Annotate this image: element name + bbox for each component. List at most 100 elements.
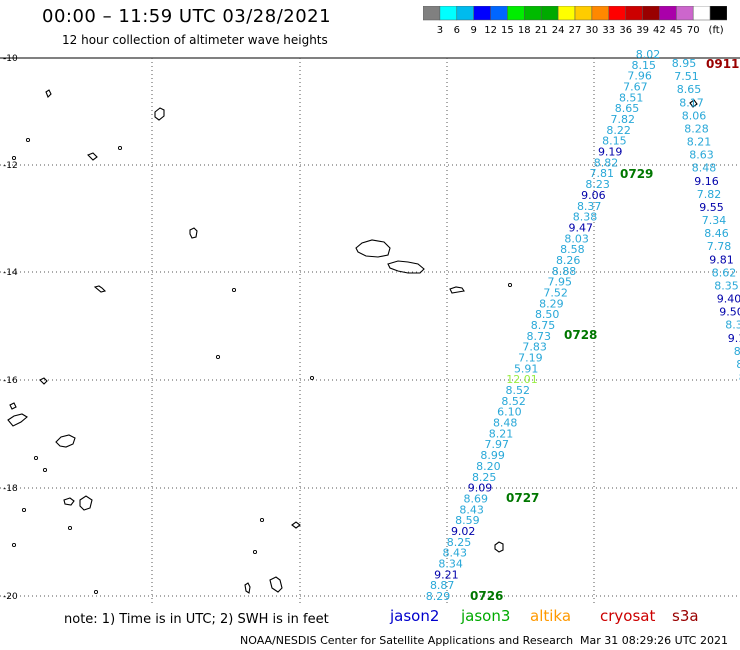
units-note: note: 1) Time is in UTC; 2) SWH is in fe…	[64, 612, 329, 627]
swh-value-label: 8.34	[438, 558, 463, 571]
islet	[252, 549, 258, 555]
swh-value-label: 9.1	[728, 332, 740, 345]
legend-tick-label: 3	[437, 25, 443, 36]
swh-value-label: 8.02	[636, 48, 661, 61]
swh-value-label: 8.03	[564, 232, 589, 245]
swh-value-label: 8.28	[684, 122, 709, 135]
satellite-track-right: 8.957.518.658.178.068.288.218.638.489.16…	[672, 57, 740, 384]
islet	[21, 507, 27, 513]
swh-value-label: 8.15	[602, 135, 627, 148]
swh-value-label: 8.	[739, 371, 740, 384]
legend-tick-label: 45	[670, 25, 683, 36]
islet	[117, 145, 123, 151]
latitude-label: -18	[3, 484, 18, 494]
swh-value-label: 8.23	[585, 178, 610, 191]
swh-value-label: 8.62	[712, 266, 737, 279]
swh-value-label: 9.16	[694, 175, 719, 188]
swh-value-label: 9.47	[569, 221, 594, 234]
island-outline	[494, 541, 504, 553]
swh-value-label: 7.95	[548, 276, 573, 289]
swh-value-label: 8.35	[714, 279, 739, 292]
island-outline	[39, 377, 48, 385]
islet	[25, 137, 31, 143]
swh-value-label: 8.51	[619, 91, 644, 104]
legend-tick-label: 9	[471, 25, 477, 36]
swh-value-label: 8.	[734, 345, 740, 358]
swh-value-label: 8.29	[539, 297, 564, 310]
islet	[93, 589, 99, 595]
map-grid	[0, 57, 740, 604]
satellite-track-left: 8.028.157.967.678.518.657.828.228.159.19…	[426, 48, 661, 603]
pass-time-label: 0728	[564, 328, 597, 342]
swh-value-label: 7.83	[522, 341, 547, 354]
islet	[42, 467, 48, 473]
swh-value-label: 8.48	[493, 417, 518, 430]
pass-time-label: 0726	[470, 589, 503, 603]
color-legend: 3 6 9 12 15 18 21 24 27 30 33 36 39 42 45 70 (ft)	[423, 6, 727, 36]
legend-tick-label: 70	[687, 25, 700, 36]
legend-tick-label: 12	[484, 25, 497, 36]
swh-value-label: 8.59	[455, 514, 480, 527]
island-outline	[45, 89, 52, 98]
legend-tick-label: 42	[653, 25, 666, 36]
island-outline	[9, 402, 17, 410]
swh-value-label: 8.06	[682, 109, 707, 122]
swh-value-label: 8.65	[615, 102, 640, 115]
swh-value-label: 8.88	[552, 265, 577, 278]
islet	[11, 542, 17, 548]
swh-value-label: 9.50	[719, 306, 740, 319]
pass-time-label: 0729	[620, 167, 653, 181]
island-outline	[387, 260, 425, 274]
legend-tick-label: 24	[552, 25, 565, 36]
legend-tick-label: 33	[602, 25, 615, 36]
island-outline	[269, 576, 283, 593]
swh-value-label: 8.26	[556, 254, 581, 267]
swh-value-label: 8.43	[443, 547, 468, 560]
wave-height-map: -10-12-14-16-18-20-180-177-174-171-168-1…	[0, 48, 740, 604]
swh-value-label: 8.46	[704, 227, 729, 240]
legend-tick-label: 15	[501, 25, 514, 36]
swh-value-label: 7.82	[611, 113, 636, 126]
legend-tick-label: 39	[636, 25, 649, 36]
islet	[259, 517, 265, 523]
island-outline	[154, 107, 165, 121]
islet	[67, 525, 73, 531]
swh-value-label: 8.69	[464, 492, 489, 505]
island-outline	[63, 497, 75, 506]
swh-value-label: 8.63	[689, 149, 714, 162]
swh-value-label: 12.01	[506, 373, 538, 386]
swh-value-label: 8.75	[531, 319, 556, 332]
coastlines	[7, 89, 698, 595]
swh-value-label: 8.99	[480, 449, 505, 462]
swh-value-label: 7.96	[627, 70, 652, 83]
swh-value-label: 8.25	[447, 536, 472, 549]
island-outline	[189, 227, 198, 239]
legend-tick-label: 36	[619, 25, 632, 36]
legend-tick-label: 27	[569, 25, 582, 36]
swh-value-label: 7.51	[674, 70, 699, 83]
satellite-label-s3a: s3a	[672, 607, 699, 625]
island-outline	[87, 152, 98, 161]
swh-value-label: 8.20	[476, 460, 501, 473]
swh-value-label: 9.06	[581, 189, 606, 202]
island-outline	[244, 582, 251, 594]
axis-labels: -10-12-14-16-18-20-180-177-174-171-168-1…	[3, 54, 18, 602]
islet	[231, 287, 237, 293]
swh-value-label: 8.43	[459, 503, 484, 516]
swh-value-label: 8.52	[506, 384, 531, 397]
swh-value-label: 8.52	[501, 395, 526, 408]
swh-value-label: 9.19	[598, 146, 623, 159]
islet	[309, 375, 315, 381]
swh-value-label: 8.95	[672, 57, 697, 70]
legend-tick-label: 30	[586, 25, 599, 36]
satellite-label-altika: altika	[530, 607, 572, 625]
satellite-label-jason2: jason2	[390, 607, 440, 625]
swh-value-label: 8.58	[560, 243, 585, 256]
swh-value-label: 8.17	[679, 96, 704, 109]
island-outline	[93, 285, 107, 293]
islet	[33, 455, 39, 461]
swh-value-label: 8.3	[725, 319, 740, 332]
legend-unit: (ft)	[709, 25, 724, 36]
swh-value-label: 8.29	[426, 590, 451, 603]
island-outline	[355, 239, 391, 258]
